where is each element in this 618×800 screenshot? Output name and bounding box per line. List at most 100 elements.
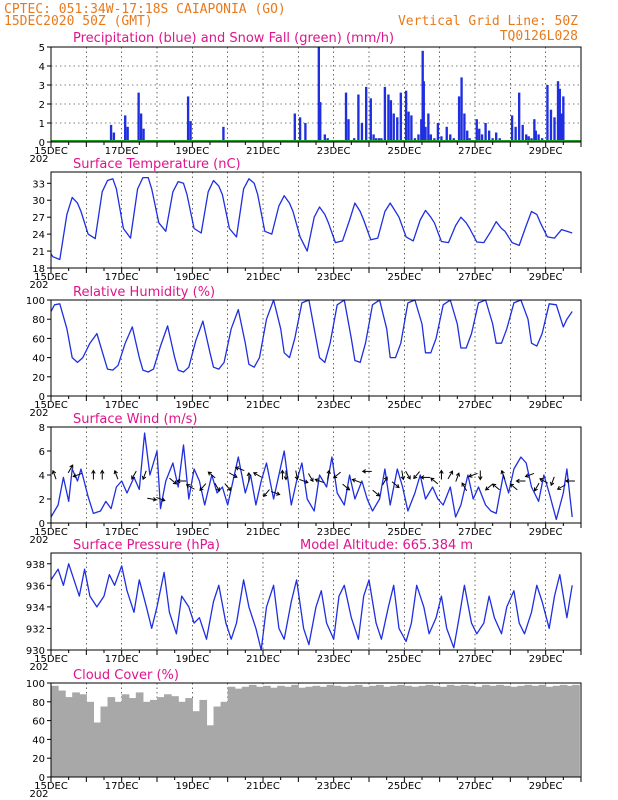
wind-arrow-head [234,466,240,471]
cloud-xtick-label: 19DEC [175,781,209,792]
wind-year-label: 202 [29,535,48,546]
cloud-cover-bar [241,686,250,777]
temp-ytick-label: 33 [32,179,45,190]
wind-arrow-shaft [525,472,535,478]
temp-panel: 18 21 24 27 30 33 15DEC 17DEC 19DEC 21DEC 23DEC 25D… [29,157,582,291]
cloud-cover-bar [192,711,200,777]
cloud-cover-bar [369,685,377,777]
temp-ytick-label: 30 [32,196,45,207]
cloud-cover-bar [425,684,434,777]
wind-arrow-head [263,492,268,498]
cloud-cover-bar [206,725,215,777]
pres-xtick-label: 17DEC [105,654,139,665]
temp-xtick-label: 27DEC [458,272,492,283]
cloud-cover-bar [538,684,547,777]
precip-bar [560,113,563,142]
wind-arrow [447,470,454,480]
cloud-cover-bar [263,685,271,777]
precip-bar [475,119,478,142]
cloud-panel: 0 20 40 60 80 100 15DEC 17DEC 19DEC 21DEC 23DEC 25D… [26,668,582,800]
wind-arrow [478,470,483,481]
wind-arrow-shaft [308,473,314,482]
pres-xtick-label: 29DEC [529,654,563,665]
cloud-cover-bar [467,685,476,777]
wind-arrow-shaft [510,483,518,491]
wind-arrow [326,469,331,480]
wind-arrow-shaft [333,471,341,479]
precip-xtick-label: 19DEC [175,146,209,157]
precip-bar [427,113,430,142]
cloud-cover-bar [531,685,540,777]
wind-xtick-label: 23DEC [317,527,351,538]
wind-arrow-head [400,475,406,481]
wind-arrow-head [294,475,300,481]
wind-arrow [484,483,493,491]
precip-bar [449,134,452,142]
wind-arrow-head [113,469,118,475]
precip-bar [344,92,348,142]
cloud-cover-bar [298,687,306,777]
wind-arrow-shaft [235,466,245,472]
wind-arrow-head [185,484,191,489]
cloud-cover-bar [439,686,448,777]
rh-xtick-label: 27DEC [458,400,492,411]
precip-bar [527,136,530,142]
precip-bar [189,121,192,142]
wind-arrow-shaft [455,473,460,482]
cloud-cover-bar [446,684,455,777]
wind-arrow-shaft [52,470,57,480]
pres-xtick-label: 23DEC [317,654,351,665]
wind-arrow [199,483,207,492]
cloud-cover-bar [100,706,109,777]
cloud-cover-bar [220,701,229,777]
wind-arrow [141,470,147,481]
wind-arrow-head [515,478,520,484]
wind-arrow [283,470,289,481]
cloud-cover-bar [517,685,526,777]
wind-arrow [308,473,314,483]
cloud-cover-bar [340,686,349,777]
cloud-cover-bar [270,687,278,777]
cloud-cover-bar [411,686,420,777]
cloud-cover-bar [453,685,462,777]
cloud-cover-bar [107,697,116,777]
wind-arrow-head [556,485,562,490]
precip-ytick-label: 0 [39,138,45,149]
wind-arrow [420,475,431,480]
wind-arrow-head [361,469,366,474]
wind-ytick-label: 8 [39,423,45,434]
temp-title: Surface Temperature (nC) [73,157,241,172]
wind-arrow-shaft [131,470,137,480]
precip-bar [480,134,484,142]
wind-arrow-head [72,473,77,478]
wind-arrow-shaft [413,471,420,479]
wind-arrow [361,469,372,474]
precip-bar [317,47,321,142]
wind-arrow-head [413,474,418,480]
precip-bar [137,92,140,142]
precip-bar [404,90,408,142]
pres-xtick-label: 25DEC [387,654,421,665]
cloud-ytick-label: 80 [32,698,45,709]
wind-arrow-shaft [352,478,362,484]
wind-arrow-shaft [501,470,506,480]
precip-bar [360,123,364,142]
wind-arrow-head [439,469,444,474]
precip-xtick-label: 25DEC [387,146,421,157]
wind-xtick-label: 27DEC [458,527,492,538]
wind-arrow-head [524,473,530,478]
precip-bar [556,81,560,142]
wind-arrow-shaft [224,483,231,491]
temp-frame [50,171,582,269]
precip-xtick-label: 17DEC [105,146,139,157]
wind-xtick-label: 29DEC [529,527,563,538]
rh-year-label: 202 [29,408,48,419]
wind-arrow-shaft [169,477,177,485]
wind-arrow [99,469,105,480]
wind-arrow-head [141,475,147,481]
wind-arrow [468,472,478,478]
wind-arrow [234,466,245,472]
pres-ytick-label: 930 [26,646,45,657]
cloud-cover-bar [390,685,398,777]
precip-bar [298,117,302,142]
